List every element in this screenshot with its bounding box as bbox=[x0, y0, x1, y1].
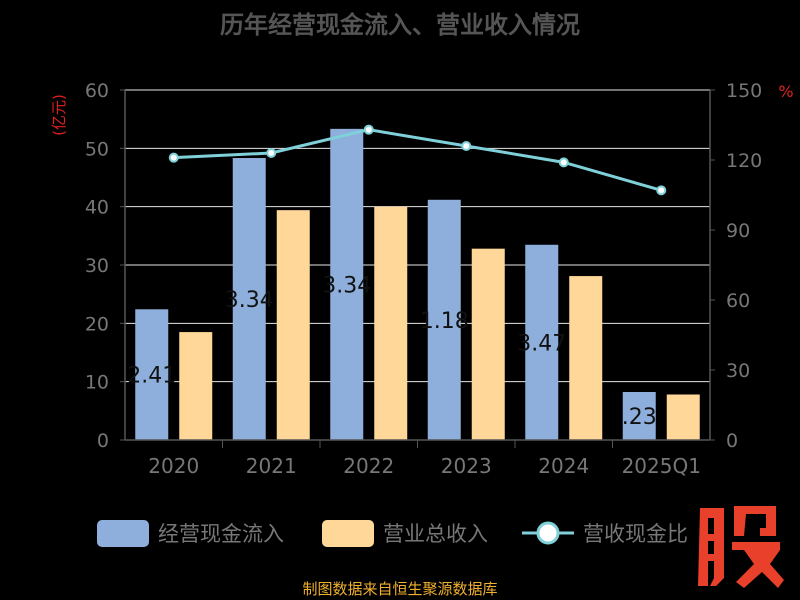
y-right-tick-label: 150 bbox=[726, 80, 762, 102]
chart-title: 历年经营现金流入、营业收入情况 bbox=[220, 11, 580, 39]
legend-marker-ratio bbox=[536, 521, 560, 545]
x-tick-label: 2021 bbox=[246, 454, 297, 478]
bar-value-label: 1.18 bbox=[420, 309, 469, 334]
y-left-tick-label: 20 bbox=[85, 313, 109, 335]
bar-cash-inflow bbox=[330, 128, 364, 440]
bar-value-label: 2.41 bbox=[127, 364, 176, 389]
ratio-line-point bbox=[363, 124, 374, 135]
y-left-tick-label: 0 bbox=[97, 430, 109, 452]
ratio-line-point bbox=[266, 148, 277, 158]
y-right-tick-label: 0 bbox=[726, 430, 738, 452]
bar-revenue bbox=[471, 248, 505, 440]
y-left-tick-label: 40 bbox=[85, 197, 109, 219]
axes: 0 10 20 30 40 50 60 0 30 60 90 120 150 2020 2021 2022 20… bbox=[85, 80, 762, 478]
y-right-tick-label: 30 bbox=[726, 360, 750, 382]
y-right-axis-label: % bbox=[778, 82, 793, 101]
ratio-line bbox=[168, 124, 667, 196]
y-left-tick-label: 50 bbox=[85, 138, 109, 160]
legend-label-revenue: 营业总收入 bbox=[383, 522, 488, 546]
ratio-line-path bbox=[173, 128, 662, 192]
stock-logo-watermark bbox=[698, 506, 784, 588]
bars bbox=[135, 128, 700, 440]
legend-label-cash-inflow: 经营现金流入 bbox=[158, 522, 284, 546]
bar-revenue bbox=[276, 210, 310, 440]
legend-swatch-cash-inflow bbox=[97, 520, 149, 547]
bar-cash-inflow bbox=[525, 244, 559, 440]
bar-value-label: 3.34 bbox=[322, 273, 371, 298]
legend-label-ratio: 营收现金比 bbox=[583, 522, 688, 546]
bar-revenue bbox=[569, 276, 603, 440]
y-left-tick-label: 10 bbox=[85, 372, 109, 394]
bar-cash-inflow bbox=[622, 391, 656, 440]
bar-labels: 2.41 3.34 3.34 1.18 3.47 .23 bbox=[127, 273, 656, 430]
ratio-line-point bbox=[558, 157, 569, 168]
x-tick-label: 2024 bbox=[538, 454, 589, 478]
y-left-tick-label: 60 bbox=[85, 80, 109, 102]
bar-cash-inflow bbox=[135, 309, 169, 440]
bar-value-label: .23 bbox=[622, 405, 657, 430]
legend: 经营现金流入 营业总收入 营收现金比 bbox=[97, 520, 688, 547]
x-tick-label: 2022 bbox=[343, 454, 394, 478]
x-tick-label: 2020 bbox=[148, 454, 199, 478]
gridlines bbox=[125, 89, 710, 383]
y-right-tick-label: 60 bbox=[726, 290, 750, 312]
legend-swatch-revenue bbox=[322, 520, 374, 547]
ratio-line-point bbox=[461, 141, 472, 151]
data-source-footer: 制图数据来自恒生聚源数据库 bbox=[302, 580, 498, 598]
ratio-line-point bbox=[656, 185, 667, 196]
y-left-axis-label: (亿元) bbox=[50, 94, 68, 136]
bar-cash-inflow bbox=[427, 199, 461, 440]
bar-value-label: 3.34 bbox=[225, 288, 274, 313]
bar-cash-inflow bbox=[232, 158, 266, 440]
bar-revenue bbox=[179, 332, 213, 440]
x-tick-label: 2025Q1 bbox=[622, 454, 701, 478]
bar-revenue bbox=[374, 206, 408, 440]
x-tick-label: 2023 bbox=[441, 454, 492, 478]
y-left-tick-label: 30 bbox=[85, 255, 109, 277]
y-right-tick-label: 120 bbox=[726, 150, 762, 172]
bar-revenue bbox=[666, 394, 700, 440]
y-right-tick-label: 90 bbox=[726, 220, 750, 242]
ratio-line-point bbox=[168, 152, 179, 163]
bar-value-label: 3.47 bbox=[517, 331, 566, 356]
